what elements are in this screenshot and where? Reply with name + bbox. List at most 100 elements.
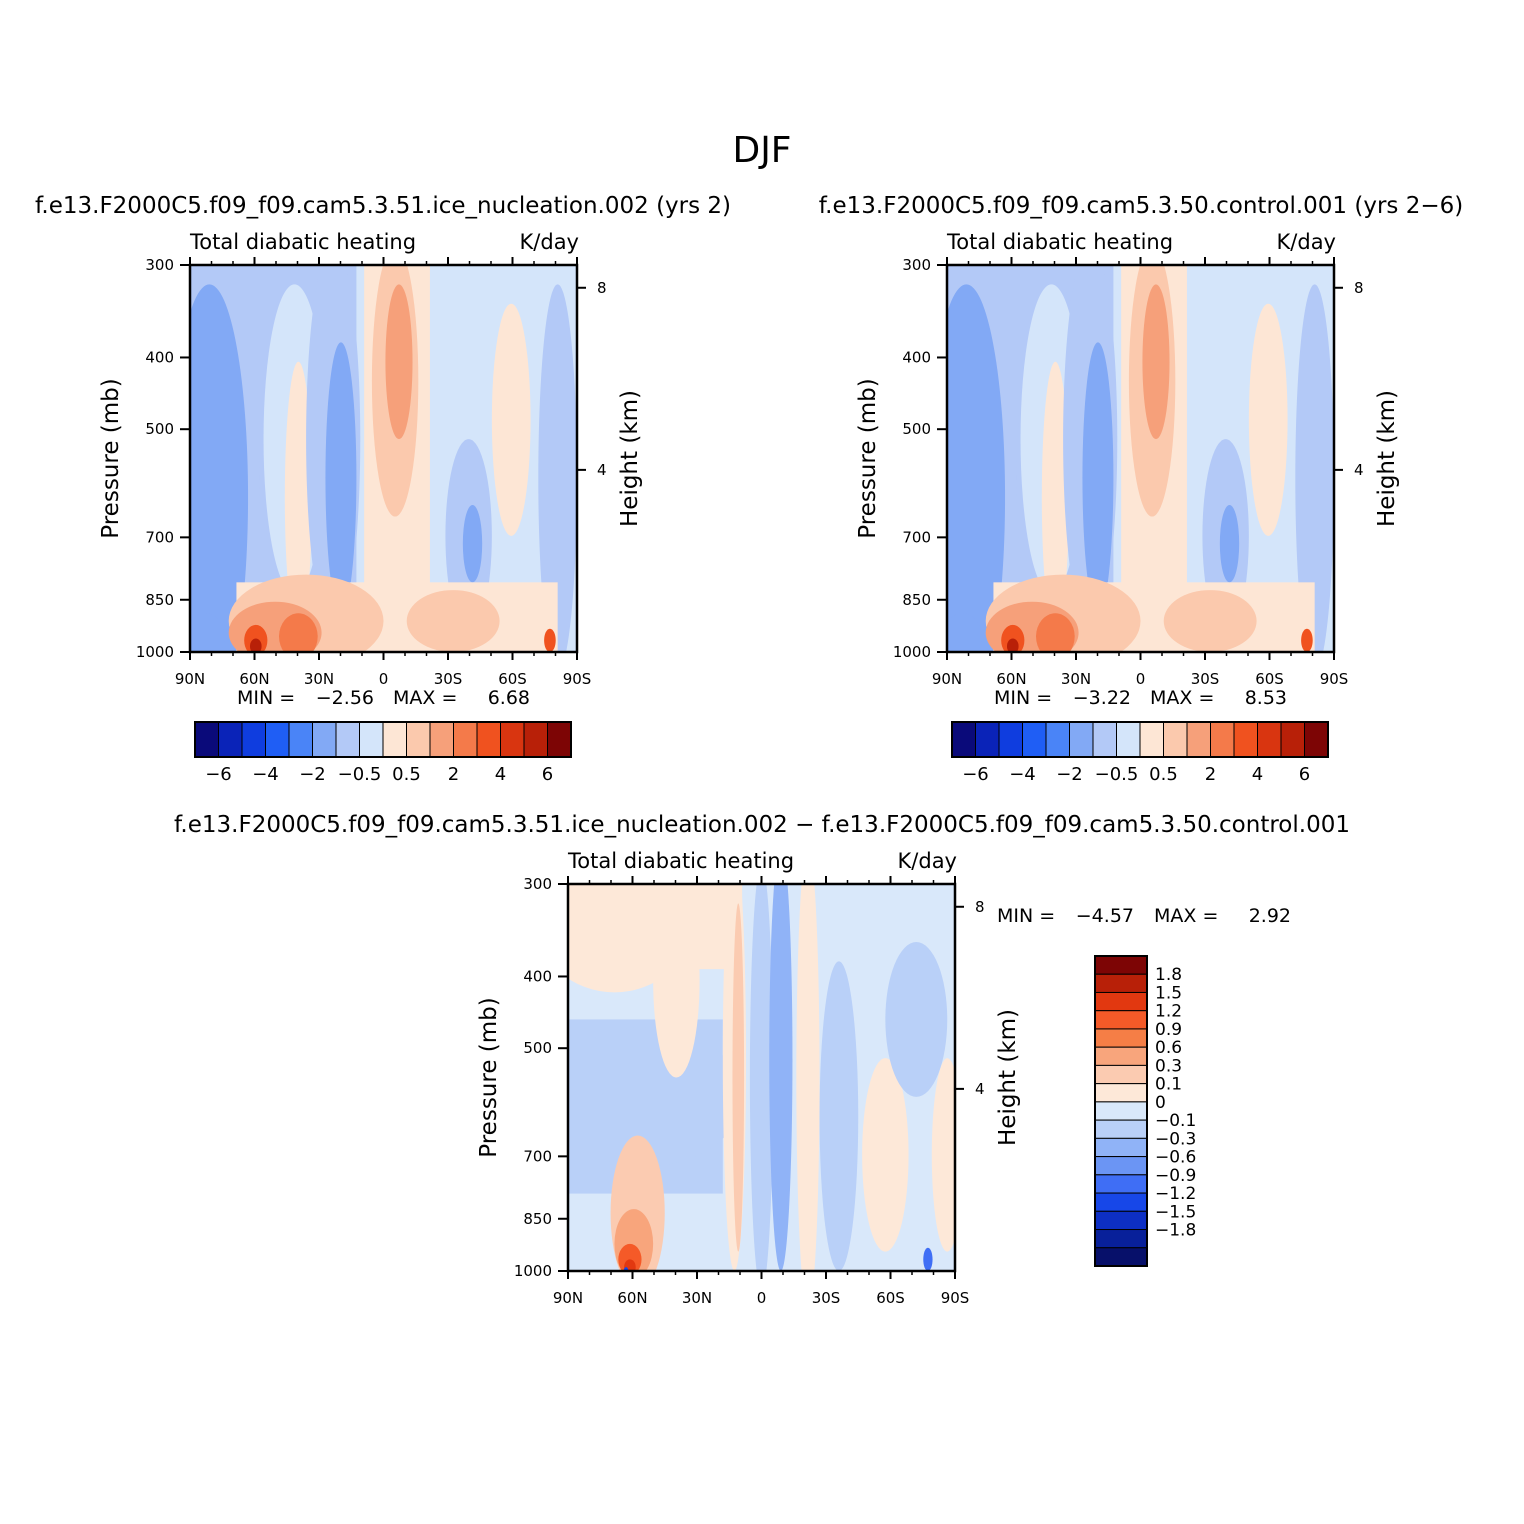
colorbar-label: −0.3 (1155, 1129, 1196, 1149)
units-label: K/day (1277, 230, 1336, 254)
contour-region (819, 961, 859, 1271)
colorbar-label: 6 (542, 764, 553, 785)
x-tick-label: 90N (553, 1289, 583, 1307)
contour-region (1163, 590, 1257, 652)
contour-region (1295, 284, 1334, 652)
contour-region (931, 1058, 955, 1252)
colorbar-swatch (1094, 1101, 1148, 1121)
y-tick-label: 1000 (136, 643, 174, 661)
x-tick-label: 60N (617, 1289, 647, 1307)
colorbar-swatch (998, 721, 1023, 758)
colorbar-swatch (1280, 721, 1305, 758)
min-value: −3.22 (1073, 687, 1131, 709)
y-tick-label: 700 (902, 528, 931, 546)
colorbar-label: −4 (252, 764, 279, 785)
y-tick-label: 500 (523, 1039, 552, 1057)
colorbar-swatch (359, 721, 384, 758)
x-tick-label: 90S (1320, 670, 1349, 688)
contour-region (1006, 638, 1019, 652)
colorbar-swatch (1094, 991, 1148, 1012)
max-value: 8.53 (1245, 687, 1287, 709)
panel-title: f.e13.F2000C5.f09_f09.cam5.3.50.control.… (819, 193, 1463, 219)
contour-region (284, 361, 312, 633)
colorbar-label: 0.6 (1155, 1038, 1182, 1058)
contour-region (190, 613, 225, 652)
y-tick-label: 1000 (514, 1262, 552, 1280)
contour-field (568, 884, 955, 1271)
colorbar-swatch (1094, 1064, 1148, 1085)
contour-region (279, 613, 318, 652)
y-right-tick-label: 8 (1354, 279, 1364, 297)
colorbar-label: 0.5 (392, 764, 421, 785)
colorbar-swatch (265, 721, 290, 758)
contour-region (385, 284, 413, 440)
contour-region (769, 884, 793, 1271)
colorbar-swatch (241, 721, 266, 758)
x-tick-label: 60S (498, 670, 527, 688)
colorbar-frame (951, 721, 1329, 758)
x-tick-label: 0 (1136, 670, 1146, 688)
colorbar-swatch (1092, 721, 1117, 758)
y-axis-label: Pressure (mb) (855, 378, 881, 538)
colorbar-swatch (975, 721, 1000, 758)
contour-region (544, 628, 556, 652)
contour-region (618, 1243, 642, 1271)
x-tick-label: 60N (239, 670, 269, 688)
colorbar-frame (1094, 955, 1148, 1267)
variable-label: Total diabatic heating (567, 849, 794, 873)
contour-field (190, 265, 577, 652)
variable-label: Total diabatic heating (946, 230, 1173, 254)
colorbar-label: −6 (205, 764, 232, 785)
y-tick-label: 300 (902, 256, 931, 274)
colorbar-swatch (312, 721, 337, 758)
contour-region (796, 884, 820, 1271)
colorbar-label: 2 (448, 764, 459, 785)
colorbar-swatch (1116, 721, 1141, 758)
colorbar-swatch (476, 721, 501, 758)
colorbar-swatch (1094, 1210, 1148, 1231)
colorbar-swatch (1094, 1229, 1148, 1249)
min-value: −2.56 (316, 687, 374, 709)
y-tick-label: 1000 (893, 643, 931, 661)
colorbar-swatch (1094, 1119, 1148, 1139)
y-right-tick-label: 4 (1354, 461, 1364, 479)
colorbar-label: 4 (1252, 764, 1263, 785)
max-label: MAX = (1154, 905, 1218, 927)
y-axis-label: Pressure (mb) (476, 997, 502, 1157)
contour-region (491, 303, 531, 536)
colorbar-swatch (1139, 721, 1164, 758)
colorbar-swatch (453, 721, 478, 758)
y-tick-label: 500 (145, 420, 174, 438)
colorbar-swatch (1094, 1192, 1148, 1212)
colorbar: 1.81.51.20.90.60.30.10−0.1−0.3−0.6−0.9−1… (1094, 955, 1196, 1267)
colorbar: −6 −4 −2 −0.5 0.5 2 4 6 (194, 721, 572, 785)
colorbar-swatch (1094, 1174, 1148, 1194)
contour-region (190, 284, 249, 652)
colorbar-swatch (1257, 721, 1282, 758)
colorbar-label: −2 (299, 764, 326, 785)
colorbar-swatch (218, 721, 243, 758)
colorbar-label: 4 (495, 764, 506, 785)
x-tick-label: 60S (1255, 670, 1284, 688)
x-tick-label: 60N (996, 670, 1026, 688)
colorbar-swatch (429, 721, 454, 758)
min-label: MIN = (994, 687, 1052, 709)
colorbar-swatch (1069, 721, 1094, 758)
min-value: −4.57 (1076, 905, 1134, 927)
colorbar-label: 6 (1299, 764, 1310, 785)
max-label: MAX = (1150, 687, 1214, 709)
contour-region (1301, 628, 1313, 652)
x-tick-label: 90N (175, 670, 205, 688)
max-value: 6.68 (488, 687, 530, 709)
y-right-tick-label: 8 (975, 898, 985, 916)
contour-region (1142, 284, 1170, 440)
contour-region (947, 613, 982, 652)
colorbar-label: 0.9 (1155, 1020, 1182, 1040)
contour-region (568, 1027, 743, 1167)
colorbar-swatch (1094, 973, 1148, 993)
colorbar-label: 1.5 (1155, 983, 1182, 1003)
y-right-axis-label: Height (km) (1374, 390, 1400, 527)
colorbar-swatch (1094, 1156, 1148, 1176)
y-tick-label: 300 (145, 256, 174, 274)
x-tick-label: 90N (932, 670, 962, 688)
